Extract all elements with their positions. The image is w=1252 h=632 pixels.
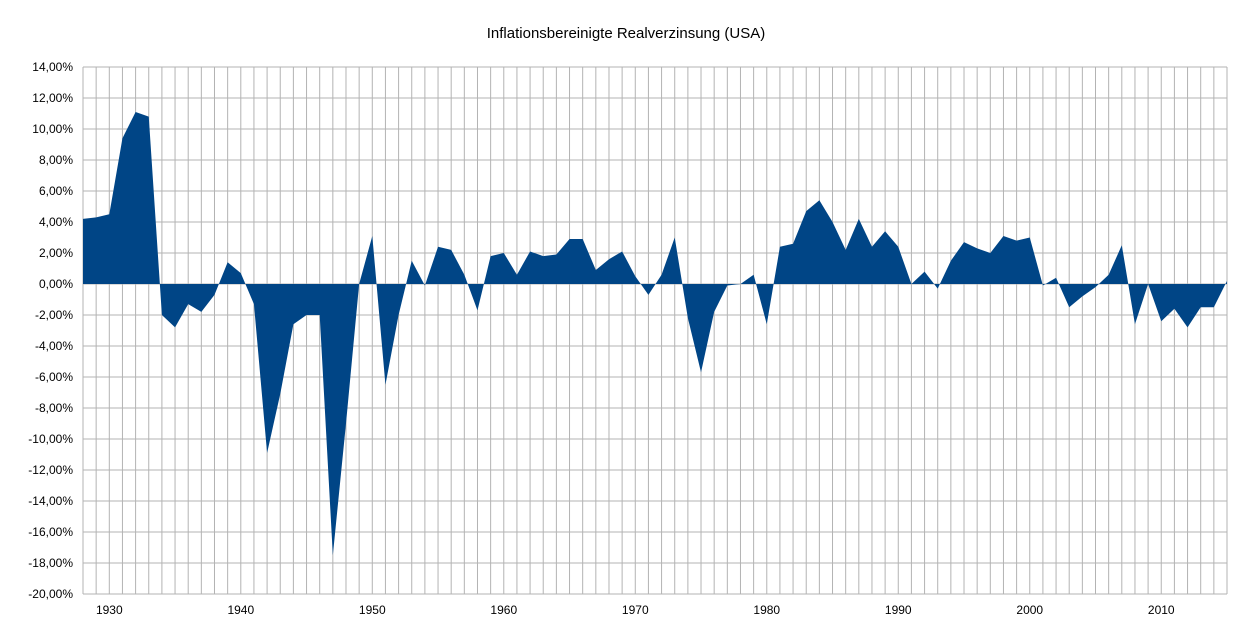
y-tick-label: -10,00%: [28, 432, 73, 446]
x-tick-label: 1980: [753, 603, 780, 617]
x-tick-label: 1960: [490, 603, 517, 617]
y-tick-label: -16,00%: [28, 525, 73, 539]
x-tick-label: 1930: [96, 603, 123, 617]
y-tick-label: -8,00%: [35, 401, 73, 415]
x-tick-label: 2010: [1148, 603, 1175, 617]
y-axis: 14,00% 12,00% 10,00% 8,00% 6,00% 4,00% 2,00% 0,…: [28, 60, 73, 601]
x-tick-label: 1970: [622, 603, 649, 617]
chart-title: Inflationsbereinigte Realverzinsung (USA…: [487, 25, 765, 42]
y-tick-label: -2,00%: [35, 308, 73, 322]
y-tick-label: -4,00%: [35, 339, 73, 353]
y-tick-label: 2,00%: [39, 246, 73, 260]
y-tick-label: 0,00%: [39, 277, 73, 291]
x-axis: 1930 1940 1950 1960 1970 1980 1990 2000 2010: [96, 603, 1175, 617]
y-tick-label: 6,00%: [39, 184, 73, 198]
y-tick-label: -14,00%: [28, 494, 73, 508]
y-tick-label: 10,00%: [32, 122, 73, 136]
y-tick-label: 14,00%: [32, 60, 73, 74]
y-tick-label: 4,00%: [39, 215, 73, 229]
x-tick-label: 1940: [227, 603, 254, 617]
x-tick-label: 2000: [1016, 603, 1043, 617]
y-tick-label: 8,00%: [39, 153, 73, 167]
y-tick-label: -6,00%: [35, 370, 73, 384]
x-tick-label: 1950: [359, 603, 386, 617]
y-tick-label: 12,00%: [32, 91, 73, 105]
y-tick-label: -12,00%: [28, 463, 73, 477]
x-tick-label: 1990: [885, 603, 912, 617]
y-tick-label: -18,00%: [28, 556, 73, 570]
y-tick-label: -20,00%: [28, 587, 73, 601]
